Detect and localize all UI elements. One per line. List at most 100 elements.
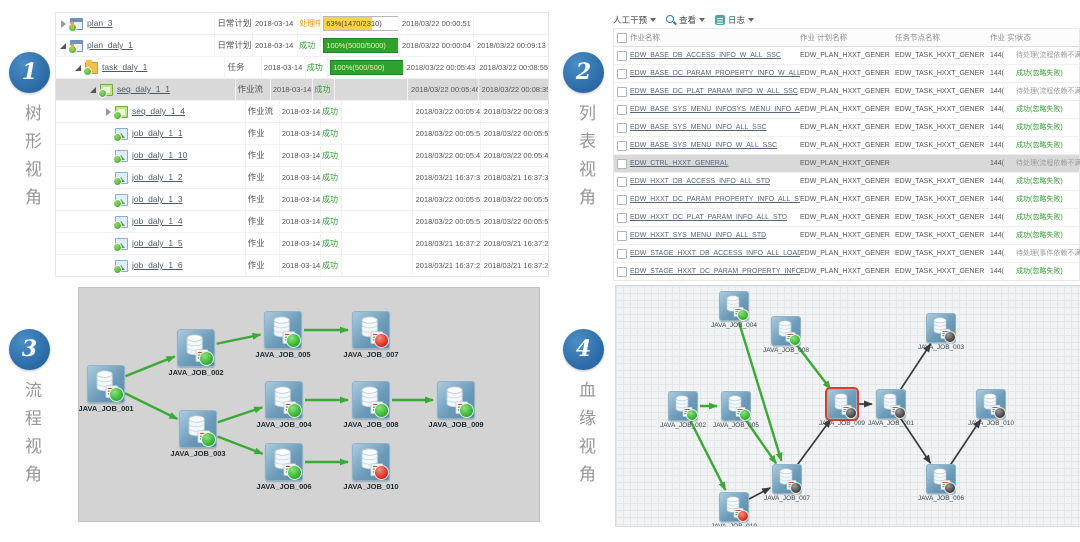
toolbar-button-log[interactable]: 日志 (715, 14, 755, 26)
job-node-label: JAVA_JOB_010 (967, 420, 1014, 427)
job-node[interactable] (719, 492, 749, 522)
checkbox[interactable] (617, 176, 627, 187)
node-name-link[interactable]: job_daly_1_1 (132, 128, 183, 138)
job-node[interactable] (437, 381, 475, 419)
checkbox[interactable] (617, 212, 627, 223)
chevron-down-icon (748, 18, 755, 22)
checkbox[interactable] (617, 194, 627, 205)
job-node[interactable] (265, 381, 303, 419)
tree-row[interactable]: job_daly_1_1 作业 2018-03-14 成功 2018/03/22 00:… (56, 123, 548, 145)
job-node[interactable] (876, 389, 906, 419)
job-name-link[interactable]: EDW_BASE_DC_PARAM_PROPERTY_INFO_W_ALL_SS… (630, 70, 800, 77)
job-node[interactable] (719, 291, 749, 321)
table-row[interactable]: EDW_HXXT_DB_ACCESS_INFO_ALL_STD EDW_PLAN_… (614, 173, 1079, 191)
tree-row[interactable]: job_daly_1_4 作业 2018-03-14 成功 2018/03/22 00:… (56, 211, 548, 233)
tree-row[interactable]: task_daly_1 任务 2018-03-14 成功 100%(500/500) 20… (56, 57, 548, 79)
node-name-link[interactable]: job_daly_1_10 (132, 150, 188, 160)
job-name-link[interactable]: EDW_HXXT_SYS_MENU_INFO_ALL_STD (630, 232, 767, 239)
node-name-link[interactable]: task_daly_1 (102, 62, 148, 72)
job-node[interactable] (352, 443, 390, 481)
tree-row[interactable]: plan_daly_1 日常计划 2018-03-14 成功 100%(5000/500… (56, 35, 548, 57)
checkbox[interactable] (617, 32, 627, 43)
checkbox[interactable] (617, 140, 627, 151)
node-name-link[interactable]: job_daly_1_4 (132, 216, 183, 226)
checkbox[interactable] (617, 50, 627, 61)
job-icon (113, 171, 128, 186)
job-name-link[interactable]: EDW_BASE_SYS_MENU_INFO_W_ALL_SSC (630, 142, 778, 149)
job-node[interactable] (177, 329, 215, 367)
tree-row[interactable]: job_daly_1_5 作业 2018-03-14 成功 2018/03/21 16:… (56, 233, 548, 255)
job-node[interactable] (926, 464, 956, 494)
tree-row[interactable]: job_daly_1_3 作业 2018-03-14 成功 2018/03/22 00:… (56, 189, 548, 211)
checkbox[interactable] (617, 158, 627, 169)
node-name-link[interactable]: job_daly_1_6 (132, 260, 183, 270)
job-node[interactable] (721, 391, 751, 421)
table-row[interactable]: EDW_STAGE_HXXT_DC_PARAM_PROPERTY_INFO_AL… (614, 263, 1079, 280)
table-row[interactable]: EDW_BASE_DC_PLAT_PARAM_INFO_W_ALL_SSC EDW… (614, 83, 1080, 101)
tree-row[interactable]: seq_daly_1_1 作业流 2018-03-14 成功 2018/03/22 00… (56, 79, 548, 101)
job-name-link[interactable]: EDW_STAGE_HXXT_DB_ACCESS_INFO_ALL_LOAD (630, 250, 800, 257)
collapse-icon[interactable] (59, 41, 69, 51)
node-name-link[interactable]: plan_daly_1 (87, 40, 133, 50)
checkbox[interactable] (617, 68, 627, 79)
checkbox[interactable] (617, 248, 627, 259)
job-node[interactable] (265, 443, 303, 481)
tree-row[interactable]: job_daly_1_2 作业 2018-03-14 成功 2018/03/21 16:… (56, 167, 548, 189)
checkbox[interactable] (617, 122, 627, 133)
job-name-link[interactable]: EDW_BASE_DC_PLAT_PARAM_INFO_W_ALL_SSC (630, 88, 798, 95)
table-row[interactable]: EDW_HXXT_DC_PARAM_PROPERTY_INFO_ALL_STD E… (614, 191, 1079, 209)
node-name-link[interactable]: job_daly_1_3 (132, 194, 183, 204)
job-name-link[interactable]: EDW_HXXT_DB_ACCESS_INFO_ALL_STD (630, 178, 771, 185)
table-row[interactable]: EDW_HXXT_SYS_MENU_INFO_ALL_STD EDW_PLAN_H… (614, 227, 1079, 245)
checkbox[interactable] (617, 230, 627, 241)
status-cell: 成功 (321, 123, 343, 144)
job-node[interactable] (771, 316, 801, 346)
node-name-link[interactable]: job_daly_1_5 (132, 238, 183, 248)
table-row[interactable]: EDW_BASE_DC_PARAM_PROPERTY_INFO_W_ALL_SS… (614, 65, 1079, 83)
tree-row[interactable]: job_daly_1_6 作业 2018-03-14 成功 2018/03/21 16:… (56, 255, 548, 276)
job-node[interactable] (825, 387, 859, 421)
job-name-link[interactable]: EDW_BASE_SYS_MENU_INFO_ALL_SSC (630, 124, 767, 131)
job-node[interactable] (87, 365, 125, 403)
job-node[interactable] (179, 410, 217, 448)
status-cell: 成功(忽略失败) (1016, 70, 1063, 77)
table-row[interactable]: EDW_BASE_DB_ACCESS_INFO_W_ALL_SSC EDW_PLA… (614, 47, 1080, 65)
job-name-link[interactable]: EDW_HXXT_DC_PLAT_PARAM_INFO_ALL_STD (630, 214, 787, 221)
job-name-link[interactable]: EDW_BASE_SYS_MENU_INFOSYS_MENU_INFO_ALL_… (630, 106, 800, 113)
job-name-link[interactable]: EDW_HXXT_DC_PARAM_PROPERTY_INFO_ALL_STD (630, 196, 800, 203)
node-name-link[interactable]: job_daly_1_2 (132, 172, 183, 182)
toolbar-button-intervene[interactable]: 人工干预 (613, 14, 657, 26)
job-node[interactable] (976, 389, 1006, 419)
table-row[interactable]: EDW_STAGE_HXXT_DB_ACCESS_INFO_ALL_LOAD ED… (614, 245, 1080, 263)
checkbox[interactable] (617, 104, 627, 115)
lineage-canvas[interactable]: JAVA_JOB_004 JAVA_JOB_008 JAVA_JOB_003 JAVA… (615, 285, 1080, 527)
collapse-icon[interactable] (74, 63, 84, 73)
job-node[interactable] (926, 313, 956, 343)
table-row[interactable]: EDW_BASE_SYS_MENU_INFO_W_ALL_SSC EDW_PLAN… (614, 137, 1079, 155)
checkbox[interactable] (617, 266, 627, 277)
tree-row[interactable]: seq_daly_1_4 作业流 2018-03-14 成功 2018/03/22 00… (56, 101, 548, 123)
expand-icon[interactable] (59, 19, 69, 29)
job-name-link[interactable]: EDW_CTRL_HXXT_GENERAL (630, 160, 729, 167)
node-name-link[interactable]: plan_3 (87, 18, 113, 28)
table-row[interactable]: EDW_HXXT_DC_PLAT_PARAM_INFO_ALL_STD EDW_P… (614, 209, 1079, 227)
flow-canvas[interactable]: JAVA_JOB_001 JAVA_JOB_002 JAVA_JOB_003 JAVA… (78, 287, 540, 522)
job-node[interactable] (352, 311, 390, 349)
job-node[interactable] (264, 311, 302, 349)
tree-row[interactable]: job_daly_1_10 作业 2018-03-14 成功 2018/03/22 00… (56, 145, 548, 167)
collapse-icon[interactable] (89, 85, 99, 95)
node-name-link[interactable]: seq_daly_1_1 (117, 84, 170, 94)
job-name-link[interactable]: EDW_BASE_DB_ACCESS_INFO_W_ALL_SSC (630, 52, 781, 59)
table-row[interactable]: EDW_BASE_SYS_MENU_INFO_ALL_SSC EDW_PLAN_H… (614, 119, 1079, 137)
tree-row[interactable]: plan_3 日常计划 2018-03-14 处理中 63%(1470/2310) 201… (56, 13, 548, 35)
checkbox[interactable] (617, 86, 627, 97)
table-row[interactable]: EDW_CTRL_HXXT_GENERAL EDW_PLAN_HXXT_GENER… (614, 155, 1080, 173)
node-name-link[interactable]: seq_daly_1_4 (132, 106, 185, 116)
job-node[interactable] (352, 381, 390, 419)
job-node[interactable] (772, 464, 802, 494)
expand-icon[interactable] (104, 107, 114, 117)
table-row[interactable]: EDW_BASE_SYS_MENU_INFOSYS_MENU_INFO_ALL_… (614, 101, 1079, 119)
job-name-link[interactable]: EDW_STAGE_HXXT_DC_PARAM_PROPERTY_INFO_AL… (630, 268, 800, 275)
job-node[interactable] (668, 391, 698, 421)
toolbar-button-search[interactable]: 查看 (666, 14, 706, 26)
